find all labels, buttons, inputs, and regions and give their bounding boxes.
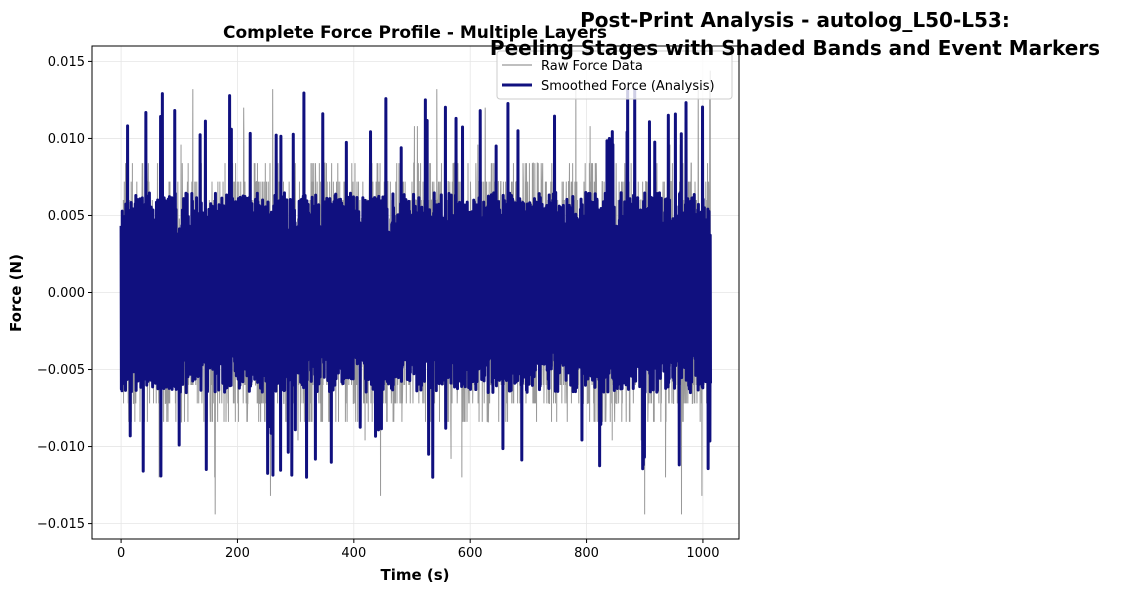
y-tick-label: 0.015	[48, 55, 85, 70]
axes: 0 200 400 600 800 1000 −0.015 −0.010 −0.005 0.00…	[37, 45, 740, 561]
legend: Raw Force Data Smoothed Force (Analysis)	[496, 50, 733, 100]
legend-label-smoothed: Smoothed Force (Analysis)	[541, 79, 715, 94]
y-axis-label: Force (N)	[7, 254, 25, 332]
chart-title: Complete Force Profile - Multiple Layers	[223, 23, 607, 43]
x-axis-label: Time (s)	[380, 566, 449, 584]
y-tick-label: −0.010	[37, 440, 85, 455]
y-tick-label: −0.005	[37, 363, 85, 378]
y-tick-label: 0.005	[48, 209, 85, 224]
x-tick-label: 1000	[686, 546, 719, 561]
y-tick-label: 0.000	[48, 286, 85, 301]
x-tick-label: 800	[574, 546, 599, 561]
x-tick-label: 200	[225, 546, 250, 561]
series-smoothed-force	[119, 87, 712, 479]
y-tick-label: −0.015	[37, 517, 85, 532]
smoothed-force-line	[119, 87, 712, 479]
legend-label-raw: Raw Force Data	[541, 59, 643, 74]
figure-suptitle-line2: Peeling Stages with Shaded Bands and Eve…	[490, 36, 1100, 60]
x-tick-label: 600	[458, 546, 483, 561]
y-axis-ticks: −0.015 −0.010 −0.005 0.000 0.005 0.010 0.015	[37, 55, 92, 532]
x-axis-ticks: 0 200 400 600 800 1000	[117, 539, 719, 561]
legend-box	[496, 50, 733, 100]
figure-suptitle-line1: Post-Print Analysis - autolog_L50-L53:	[580, 8, 1010, 32]
x-tick-label: 400	[341, 546, 366, 561]
x-tick-label: 0	[117, 546, 125, 561]
y-tick-label: 0.010	[48, 132, 85, 147]
